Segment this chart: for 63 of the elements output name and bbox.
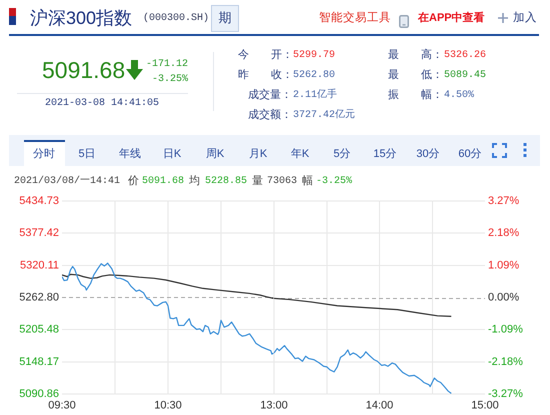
text: 2021-03-08 14:41:05 [45, 96, 160, 110]
text: 60分 [458, 147, 482, 161]
text: 加入 [513, 11, 537, 25]
y-tick-label: 5148.17 [19, 356, 59, 368]
text: 3727.42亿元 [293, 108, 356, 122]
text: 量 [252, 174, 263, 188]
text: 期 [218, 10, 232, 26]
y-tick-label: 5205.48 [19, 324, 59, 336]
text: 5089.45 [444, 68, 486, 82]
text: 周K [206, 147, 224, 161]
y-tick-label: 3.27% [488, 195, 520, 208]
y-tick-label: -2.18% [488, 356, 524, 368]
text: 分时 [33, 147, 55, 161]
text: -171.12 [146, 58, 188, 70]
text: 成交量： [248, 88, 292, 102]
y-tick-label: -3.27% [488, 388, 524, 400]
text: -3.25% [316, 174, 352, 188]
text: 智能交易工具 [319, 11, 391, 25]
text: 昨 收： [238, 68, 293, 82]
text: 30分 [416, 147, 440, 161]
x-tick-label: 10:30 [154, 400, 182, 412]
text: 5299.79 [293, 48, 336, 62]
y-tick-label: 5377.42 [19, 227, 59, 240]
text: 4.50% [444, 88, 474, 102]
text: 日K [162, 147, 182, 161]
text: 2.11亿手 [293, 88, 338, 102]
text: 均 [189, 174, 200, 188]
text: 价 [128, 174, 139, 188]
text: 5分 [333, 147, 351, 161]
text: 最 高： [388, 48, 443, 62]
x-tick-label: 13:00 [260, 400, 288, 412]
text: 在APP中查看 [418, 11, 485, 25]
y-tick-label: 5090.86 [19, 388, 59, 400]
text: 73063 [267, 174, 298, 188]
text: 今 开： [238, 48, 293, 62]
x-tick-label: 09:30 [48, 400, 76, 412]
text: -3.25% [152, 72, 188, 86]
text: 5228.85 [205, 174, 248, 188]
chart-title: 沪深300指数 [30, 6, 132, 30]
y-tick-label: 5262.80 [19, 292, 59, 304]
text: 5262.80 [293, 68, 336, 82]
text: 成交额： [248, 108, 292, 122]
text: 5091.68 [142, 174, 184, 188]
text: 月K [248, 147, 268, 161]
y-tick-label: 5320.11 [20, 259, 59, 272]
y-tick-label: 5434.73 [19, 195, 59, 208]
text: 最 低： [388, 68, 443, 82]
text: 5091.68 [42, 56, 126, 84]
text: 年K [290, 147, 310, 161]
text: 幅 [302, 174, 313, 188]
y-tick-label: -1.09% [488, 324, 524, 336]
text: 5日 [78, 147, 96, 161]
text: 2021/03/08/一14:41 [14, 174, 120, 188]
y-tick-label: 2.18% [488, 227, 520, 240]
text: 5326.26 [444, 48, 486, 62]
text: 振 幅： [388, 88, 443, 102]
x-tick-label: 14:00 [366, 400, 394, 412]
y-tick-label: 0.00% [488, 292, 520, 304]
x-tick-label: 15:00 [471, 400, 499, 412]
chart-subtitle: (000300.SH) [143, 12, 210, 24]
y-tick-label: 1.09% [488, 259, 520, 272]
text: 15分 [373, 147, 397, 161]
text: 年线 [119, 147, 141, 161]
